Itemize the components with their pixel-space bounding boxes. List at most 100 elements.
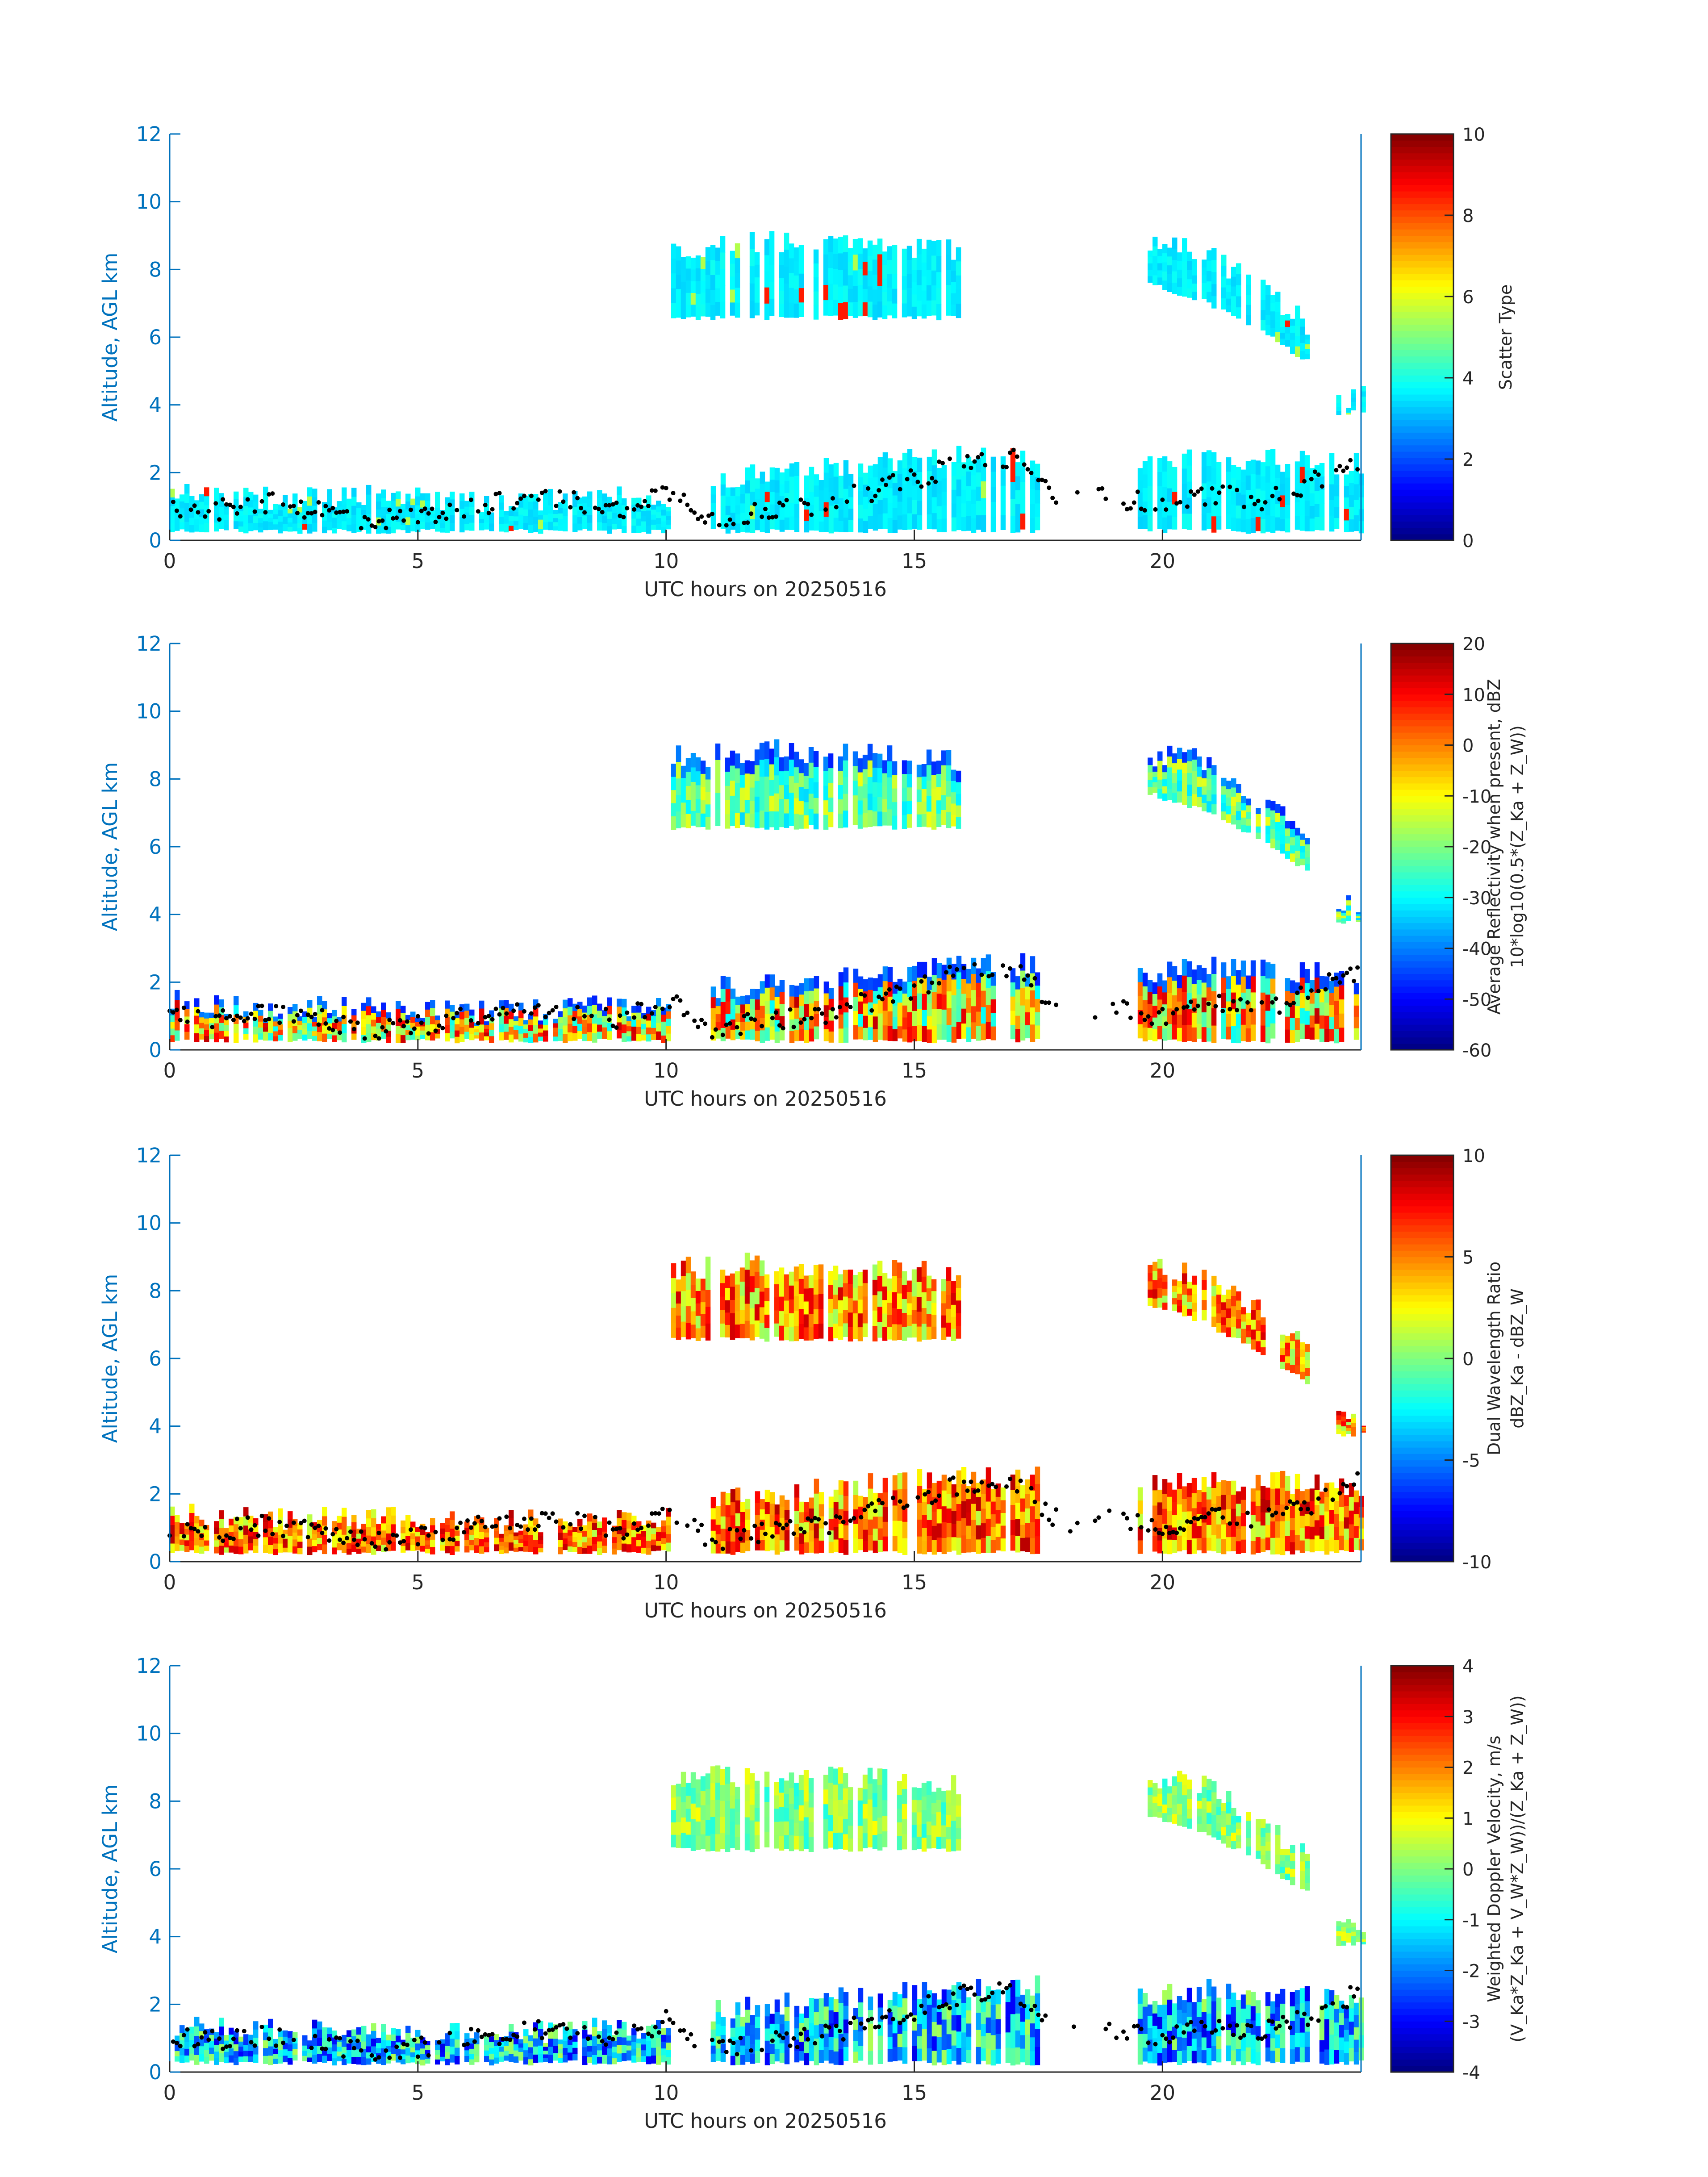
cloud-base-point bbox=[610, 1527, 615, 1532]
cloud-cell bbox=[902, 483, 908, 499]
cloud-cell bbox=[1148, 1265, 1153, 1274]
cloud-cell bbox=[302, 1028, 308, 1035]
cloud-base-point bbox=[706, 513, 711, 518]
cloud-cell bbox=[1206, 974, 1212, 988]
colorbar-swatch bbox=[1391, 451, 1453, 458]
cloud-cell bbox=[1177, 1287, 1182, 1294]
cloud-cell bbox=[1280, 321, 1286, 327]
cloud-cell bbox=[784, 1327, 789, 1341]
cloud-cell bbox=[779, 472, 785, 485]
cloud-cell bbox=[838, 303, 844, 320]
cloud-cell bbox=[1236, 506, 1241, 519]
cloud-base-point bbox=[926, 481, 931, 486]
cloud-base-point bbox=[309, 1015, 314, 1020]
cloud-cell bbox=[906, 302, 912, 317]
cloud-cell bbox=[755, 1526, 760, 1539]
cloud-cell bbox=[1172, 271, 1178, 283]
cloud-cell bbox=[843, 794, 848, 811]
cloud-base-point bbox=[515, 1522, 520, 1527]
cloud-cell bbox=[514, 1030, 519, 1035]
cloud-cell bbox=[814, 1508, 819, 1524]
cloud-cell bbox=[1336, 1429, 1341, 1434]
cloud-cell bbox=[745, 480, 751, 494]
cloud-layer bbox=[170, 990, 671, 1044]
cloud-cell bbox=[219, 1023, 224, 1031]
cloud-base-point bbox=[415, 520, 420, 525]
cloud-cell bbox=[887, 996, 893, 1012]
cloud-cell bbox=[922, 994, 927, 1010]
cloud-cell bbox=[1246, 1325, 1251, 1332]
cloud-base-point bbox=[259, 1003, 264, 1008]
cloud-cell bbox=[971, 974, 977, 990]
cloud-cell bbox=[317, 1014, 322, 1024]
cloud-base-point bbox=[937, 981, 942, 986]
cloud-cell bbox=[509, 511, 514, 516]
cloud-cell bbox=[1329, 1482, 1335, 1496]
cloud-cell bbox=[789, 463, 795, 477]
cloud-cell bbox=[754, 252, 760, 265]
cloud-cell bbox=[1285, 978, 1290, 991]
cloud-base-point bbox=[802, 1017, 807, 1022]
cloud-cell bbox=[1186, 497, 1192, 514]
cloud-cell bbox=[543, 1019, 548, 1025]
cloud-cell bbox=[1334, 1540, 1340, 1553]
cloud-cell bbox=[194, 1516, 200, 1524]
cloud-cell bbox=[873, 1540, 878, 1553]
cloud-cell bbox=[715, 302, 721, 316]
cloud-cell bbox=[587, 507, 593, 515]
cloud-cell bbox=[1280, 1471, 1286, 1488]
cloud-base-point bbox=[291, 503, 296, 508]
cloud-cell bbox=[941, 465, 947, 479]
y-axis-label: Altitude, AGL km bbox=[98, 762, 122, 932]
cloud-cell bbox=[838, 1480, 844, 1495]
cloud-cell bbox=[1153, 787, 1158, 793]
cloud-base-point bbox=[238, 505, 243, 510]
cloud-cell bbox=[971, 489, 977, 505]
cloud-cell bbox=[956, 1313, 961, 1326]
cloud-cell bbox=[445, 1532, 450, 1539]
cloud-cell bbox=[872, 305, 878, 320]
cloud-cell bbox=[1353, 1017, 1359, 1029]
cloud-cell bbox=[1275, 804, 1281, 813]
cloud-cell bbox=[1030, 1490, 1036, 1507]
cloud-cell bbox=[1251, 1329, 1256, 1340]
cloud-cell bbox=[1177, 1535, 1182, 1552]
cloud-base-point bbox=[394, 515, 399, 520]
cloud-cell bbox=[877, 1000, 883, 1014]
cloud-base-point bbox=[1228, 1007, 1232, 1011]
cloud-cell bbox=[459, 524, 465, 533]
cloud-base-point bbox=[660, 1506, 665, 1511]
cloud-cell bbox=[873, 1529, 878, 1541]
cloud-cell bbox=[1353, 515, 1359, 531]
cloud-cell bbox=[676, 1316, 681, 1328]
cloud-cell bbox=[666, 1525, 671, 1534]
cloud-cell bbox=[1290, 1494, 1295, 1506]
cloud-cell bbox=[976, 1497, 981, 1512]
cloud-base-point bbox=[696, 517, 701, 522]
cloud-cell bbox=[1216, 1313, 1222, 1323]
cloud-cell bbox=[1167, 1008, 1173, 1024]
cloud-base-point bbox=[649, 488, 654, 493]
cloud-cell bbox=[784, 785, 789, 800]
cloud-cell bbox=[1324, 976, 1330, 990]
cloud-cell bbox=[956, 956, 962, 973]
cloud-cell bbox=[852, 751, 858, 766]
cloud-cell bbox=[769, 1527, 775, 1539]
cloud-cell bbox=[617, 1510, 622, 1519]
cloud-cell bbox=[986, 988, 991, 1006]
cloud-cell bbox=[170, 1035, 175, 1042]
cloud-cell bbox=[946, 1025, 952, 1042]
cloud-cell bbox=[769, 282, 775, 299]
cloud-cell bbox=[799, 1501, 805, 1513]
cloud-base-point bbox=[986, 974, 991, 978]
cloud-cell bbox=[184, 484, 190, 494]
cloud-cell bbox=[1206, 1001, 1212, 1015]
cloud-cell bbox=[219, 1015, 224, 1024]
cloud-cell bbox=[793, 261, 799, 276]
cloud-cell bbox=[425, 1536, 430, 1541]
colorbar-frame bbox=[1390, 133, 1454, 541]
cloud-cell bbox=[518, 514, 524, 522]
cloud-cell bbox=[705, 261, 711, 276]
cloud-cell bbox=[868, 990, 873, 1003]
cloud-cell bbox=[440, 528, 445, 533]
